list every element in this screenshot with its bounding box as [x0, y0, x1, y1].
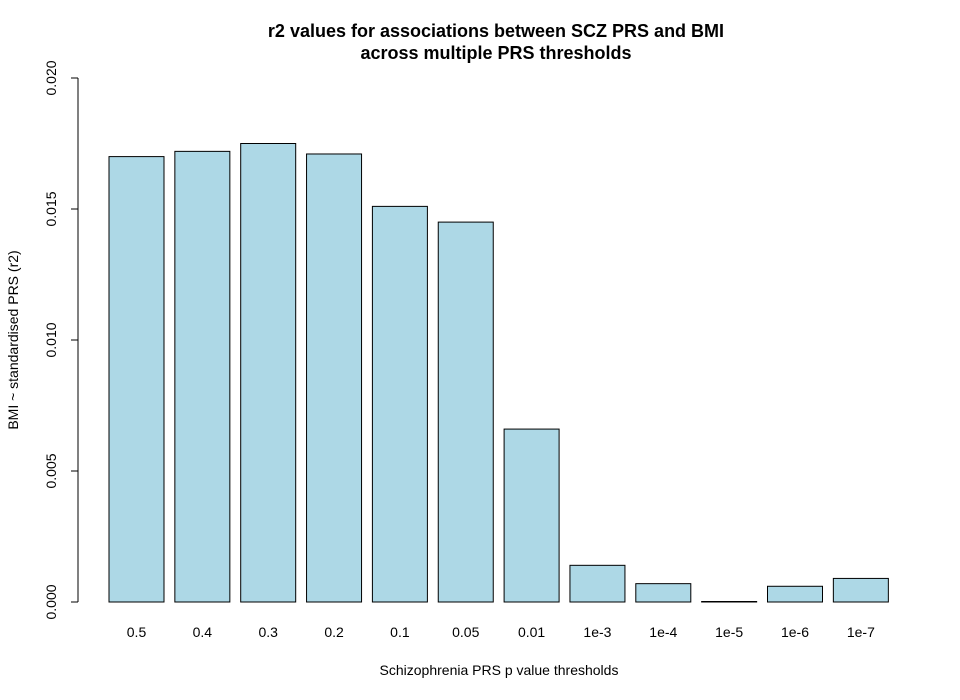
chart-title: r2 values for associations between SCZ P…	[268, 21, 724, 41]
bar-1e-4	[635, 583, 692, 603]
chart-subtitle: across multiple PRS thresholds	[360, 43, 631, 63]
y-tick-label: 0.015	[43, 191, 59, 226]
bar-1e-3	[569, 564, 626, 603]
bar-1e-6	[767, 585, 823, 603]
y-axis: 0.000 0.005 0.010 0.015 0.020	[43, 60, 79, 620]
x-tick-label: 0.1	[390, 624, 410, 640]
y-axis-label: BMI ~ standardised PRS (r2)	[5, 250, 21, 429]
bar-0.05	[437, 221, 494, 603]
bar-0.01	[503, 428, 560, 603]
x-tick-label: 0.3	[258, 624, 278, 640]
x-tick-label: 0.01	[518, 624, 545, 640]
bars-group	[108, 143, 889, 603]
x-tick-label: 0.2	[324, 624, 344, 640]
bar-1e-5	[701, 601, 758, 603]
x-tick-labels: 0.5 0.4 0.3 0.2 0.1 0.05 0.01 1e-3 1e-4 1e-5 1e-6 1…	[127, 624, 875, 640]
x-tick-label: 1e-6	[781, 624, 809, 640]
bar-0.4	[174, 150, 231, 603]
x-tick-label: 0.4	[193, 624, 213, 640]
x-tick-label: 1e-7	[847, 624, 875, 640]
bar-0.2	[306, 153, 363, 603]
bar-0.1	[371, 205, 428, 603]
y-tick-label: 0.005	[43, 453, 59, 488]
y-tick-label: 0.000	[43, 584, 59, 619]
bar-0.5	[108, 156, 165, 603]
x-tick-label: 0.5	[127, 624, 147, 640]
y-tick-label: 0.010	[43, 322, 59, 357]
bar-0.3	[240, 143, 297, 603]
x-tick-label: 0.05	[452, 624, 479, 640]
y-tick-label: 0.020	[43, 60, 59, 95]
bar-1e-7	[832, 577, 889, 603]
x-axis-label: Schizophrenia PRS p value thresholds	[380, 662, 619, 678]
x-tick-label: 1e-3	[583, 624, 611, 640]
x-tick-label: 1e-4	[649, 624, 677, 640]
x-tick-label: 1e-5	[715, 624, 743, 640]
